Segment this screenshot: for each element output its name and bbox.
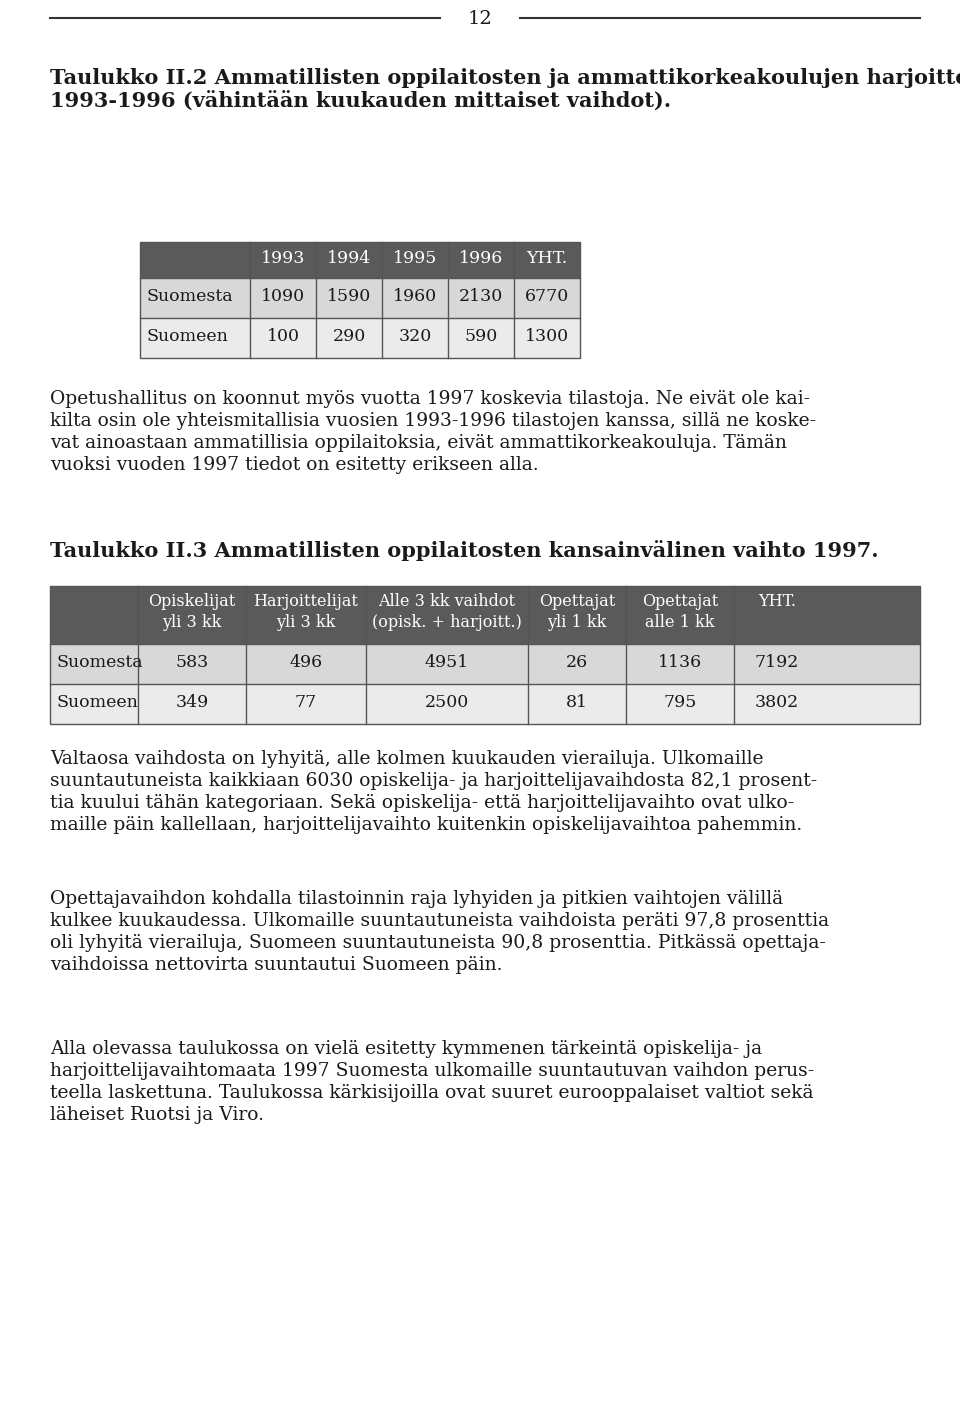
Text: 3802: 3802 — [755, 694, 799, 711]
Text: Opetushallitus on koonnut myös vuotta 1997 koskevia tilastoja. Ne eivät ole kai-: Opetushallitus on koonnut myös vuotta 19… — [50, 390, 810, 408]
Text: 6770: 6770 — [525, 288, 569, 305]
Text: tia kuului tähän kategoriaan. Sekä opiskelija- että harjoittelijavaihto ovat ulk: tia kuului tähän kategoriaan. Sekä opisk… — [50, 794, 794, 812]
Text: Taulukko II.2 Ammatillisten oppilaitosten ja ammattikorkeakoulujen harjoittelija: Taulukko II.2 Ammatillisten oppilaitoste… — [50, 68, 960, 88]
Text: Suomeen: Suomeen — [56, 694, 138, 711]
Text: 1993-1996 (vähintään kuukauden mittaiset vaihdot).: 1993-1996 (vähintään kuukauden mittaiset… — [50, 93, 671, 113]
Text: Opettajavaihdon kohdalla tilastoinnin raja lyhyiden ja pitkien vaihtojen välillä: Opettajavaihdon kohdalla tilastoinnin ra… — [50, 891, 783, 908]
Text: 1090: 1090 — [261, 288, 305, 305]
Bar — [50, 644, 920, 684]
Text: 2500: 2500 — [425, 694, 469, 711]
Text: 1136: 1136 — [658, 654, 702, 671]
Text: YHT.: YHT. — [526, 249, 567, 266]
Text: 590: 590 — [465, 328, 497, 345]
Text: vat ainoastaan ammatillisia oppilaitoksia, eivät ammattikorkeakouluja. Tämän: vat ainoastaan ammatillisia oppilaitoksi… — [50, 435, 787, 452]
Text: kulkee kuukaudessa. Ulkomaille suuntautuneista vaihdoista peräti 97,8 prosenttia: kulkee kuukaudessa. Ulkomaille suuntautu… — [50, 912, 829, 931]
Text: 795: 795 — [663, 694, 697, 711]
Text: 583: 583 — [176, 654, 208, 671]
Text: 290: 290 — [332, 328, 366, 345]
Text: 77: 77 — [295, 694, 317, 711]
Text: vuoksi vuoden 1997 tiedot on esitetty erikseen alla.: vuoksi vuoden 1997 tiedot on esitetty er… — [50, 456, 539, 475]
Bar — [140, 242, 580, 278]
Text: 320: 320 — [398, 328, 432, 345]
Text: Alla olevassa taulukossa on vielä esitetty kymmenen tärkeintä opiskelija- ja: Alla olevassa taulukossa on vielä esitet… — [50, 1040, 762, 1057]
Text: kilta osin ole yhteismitallisia vuosien 1993-1996 tilastojen kanssa, sillä ne ko: kilta osin ole yhteismitallisia vuosien … — [50, 412, 816, 430]
Text: oli lyhyitä vierailuja, Suomeen suuntautuneista 90,8 prosenttia. Pitkässä opetta: oli lyhyitä vierailuja, Suomeen suuntaut… — [50, 933, 826, 952]
Bar — [140, 318, 580, 358]
Text: (opisk. + harjoitt.): (opisk. + harjoitt.) — [372, 614, 522, 631]
Text: 4951: 4951 — [425, 654, 469, 671]
Text: yli 3 kk: yli 3 kk — [276, 614, 336, 631]
Text: 12: 12 — [468, 10, 492, 28]
Text: 1960: 1960 — [393, 288, 437, 305]
Text: harjoittelijavaihtomaata 1997 Suomesta ulkomaille suuntautuvan vaihdon perus-: harjoittelijavaihtomaata 1997 Suomesta u… — [50, 1062, 814, 1080]
Text: 2130: 2130 — [459, 288, 503, 305]
Text: maille päin kallellaan, harjoittelijavaihto kuitenkin opiskelijavaihtoa pahemmin: maille päin kallellaan, harjoittelijavai… — [50, 817, 803, 834]
Text: 7192: 7192 — [755, 654, 799, 671]
Text: Harjoittelijat: Harjoittelijat — [253, 593, 358, 610]
Text: Suomesta: Suomesta — [56, 654, 143, 671]
Text: teella laskettuna. Taulukossa kärkisijoilla ovat suuret eurooppalaiset valtiot s: teella laskettuna. Taulukossa kärkisijoi… — [50, 1084, 813, 1102]
Text: Opettajat: Opettajat — [642, 593, 718, 610]
Text: Suomesta: Suomesta — [146, 288, 232, 305]
Text: 1995: 1995 — [393, 249, 437, 266]
Bar — [50, 586, 920, 724]
Bar — [140, 278, 580, 318]
Bar — [50, 586, 920, 644]
Text: Valtaosa vaihdosta on lyhyitä, alle kolmen kuukauden vierailuja. Ulkomaille: Valtaosa vaihdosta on lyhyitä, alle kolm… — [50, 750, 763, 768]
Text: 81: 81 — [566, 694, 588, 711]
Text: 100: 100 — [267, 328, 300, 345]
Text: Suomeen: Suomeen — [146, 328, 228, 345]
Text: 1994: 1994 — [326, 249, 372, 266]
Text: 349: 349 — [176, 694, 208, 711]
Text: alle 1 kk: alle 1 kk — [645, 614, 715, 631]
Text: 1590: 1590 — [326, 288, 372, 305]
Text: 1993: 1993 — [261, 249, 305, 266]
Text: yli 3 kk: yli 3 kk — [162, 614, 222, 631]
Text: Alle 3 kk vaihdot: Alle 3 kk vaihdot — [378, 593, 516, 610]
Text: YHT.: YHT. — [758, 593, 796, 610]
Text: suuntautuneista kaikkiaan 6030 opiskelija- ja harjoittelijavaihdosta 82,1 prosen: suuntautuneista kaikkiaan 6030 opiskelij… — [50, 772, 817, 789]
Text: vaihdoissa nettovirta suuntautui Suomeen päin.: vaihdoissa nettovirta suuntautui Suomeen… — [50, 956, 502, 975]
Text: Opiskelijat: Opiskelijat — [149, 593, 235, 610]
Text: 496: 496 — [289, 654, 323, 671]
Text: yli 1 kk: yli 1 kk — [547, 614, 607, 631]
Text: 1300: 1300 — [525, 328, 569, 345]
Bar — [140, 242, 580, 358]
Text: Opettajat: Opettajat — [539, 593, 615, 610]
Text: 26: 26 — [566, 654, 588, 671]
Bar — [50, 684, 920, 724]
Text: läheiset Ruotsi ja Viro.: läheiset Ruotsi ja Viro. — [50, 1106, 264, 1124]
Text: 1996: 1996 — [459, 249, 503, 266]
Text: Taulukko II.3 Ammatillisten oppilaitosten kansainvälinen vaihto 1997.: Taulukko II.3 Ammatillisten oppilaitoste… — [50, 540, 878, 561]
